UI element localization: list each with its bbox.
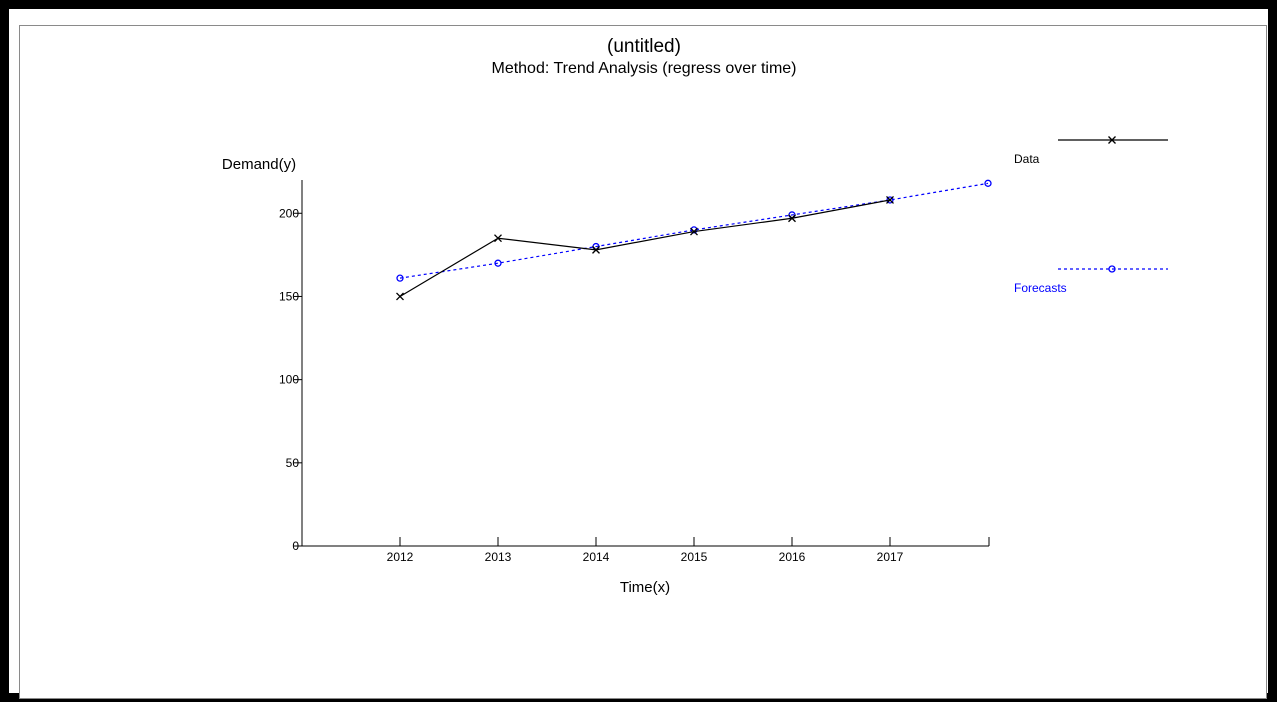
- y-tick-label: 0: [292, 539, 299, 553]
- data-point: [494, 259, 502, 267]
- data-point: [494, 234, 502, 243]
- legend: Data Forecasts: [1014, 136, 1168, 295]
- y-tick-label: 50: [286, 456, 300, 470]
- x-tick-label: 2015: [681, 550, 708, 564]
- chart-subtitle: Method: Trend Analysis (regress over tim…: [491, 60, 796, 77]
- legend-item-forecasts: Forecasts: [1014, 265, 1168, 295]
- chart-panel: [19, 25, 1267, 699]
- y-axis-label: Demand(y): [222, 156, 296, 173]
- data-point: [788, 214, 796, 223]
- x-axis-label: Time(x): [620, 579, 670, 596]
- x-tick-label: 2014: [583, 550, 610, 564]
- series-data: [396, 196, 894, 301]
- y-tick-label: 200: [279, 206, 299, 220]
- data-point: [396, 292, 404, 301]
- series-line-data: [399, 199, 891, 297]
- x-tick-label: 2012: [387, 550, 414, 564]
- data-point: [592, 245, 600, 254]
- x-tick-label: 2017: [877, 550, 904, 564]
- axes-group: 0 50 100 150 200 2012 2013 2014 2015 2016 2017: [279, 180, 990, 564]
- legend-label: Forecasts: [1014, 281, 1067, 295]
- data-point: [886, 196, 894, 204]
- x-tick-label: 2013: [485, 550, 512, 564]
- data-point: [690, 227, 698, 236]
- legend-marker: [1108, 136, 1116, 144]
- data-point: [396, 274, 404, 282]
- legend-label: Data: [1014, 152, 1040, 166]
- legend-item-data: Data: [1014, 136, 1168, 166]
- data-point: [690, 226, 698, 234]
- legend-marker: [1108, 265, 1116, 273]
- series-layer: [396, 179, 992, 301]
- data-point: [984, 179, 992, 187]
- x-tick-label: 2016: [779, 550, 806, 564]
- y-tick-label: 100: [279, 373, 299, 387]
- chart-title: (untitled): [607, 36, 681, 57]
- y-tick-label: 150: [279, 289, 299, 303]
